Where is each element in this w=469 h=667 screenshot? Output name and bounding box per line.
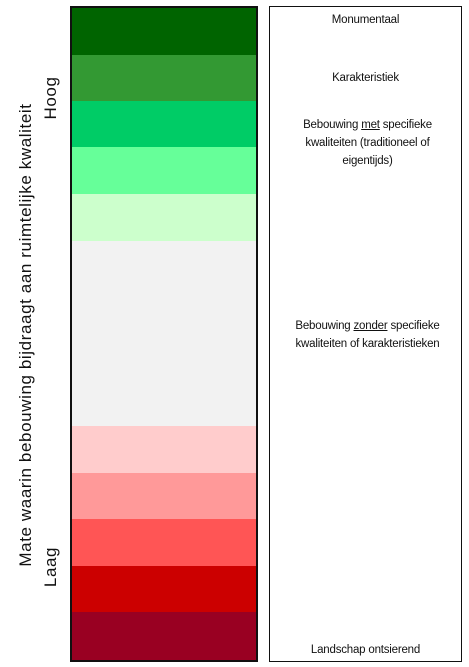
scale-band-2 xyxy=(72,54,256,102)
legend-with-emphasis: met xyxy=(361,119,380,131)
scale-band-6 xyxy=(72,240,256,427)
scale-band-5 xyxy=(72,193,256,241)
axis-low-label: Laag xyxy=(41,546,60,588)
legend-without-emphasis: zonder xyxy=(353,320,388,332)
scale-band-9 xyxy=(72,518,256,566)
quality-color-scale xyxy=(70,6,258,662)
legend-with-qualities: Bebouwing met specifieke kwaliteiten (tr… xyxy=(303,119,432,167)
axis-title: Mate waarin bebouwing bijdraagt aan ruim… xyxy=(16,103,35,567)
legend-characteristic: Karakteristiek xyxy=(332,72,399,84)
legend-landscape-disturbing: Landschap ontsierend xyxy=(310,644,421,656)
legend-box: Monumentaal Karakteristiek Bebouwing met… xyxy=(269,6,462,662)
scale-band-7 xyxy=(72,426,256,474)
scale-band-11 xyxy=(72,612,256,660)
scale-band-8 xyxy=(72,473,256,519)
legend-monumental: Monumentaal xyxy=(331,14,400,26)
axis-high-label: Hoog xyxy=(41,76,60,120)
scale-band-10 xyxy=(72,565,256,613)
scale-band-3 xyxy=(72,101,256,148)
scale-band-1 xyxy=(72,8,256,55)
legend-without-qualities: Bebouwing zonder specifieke kwaliteiten … xyxy=(295,320,440,350)
scale-band-4 xyxy=(72,147,256,194)
